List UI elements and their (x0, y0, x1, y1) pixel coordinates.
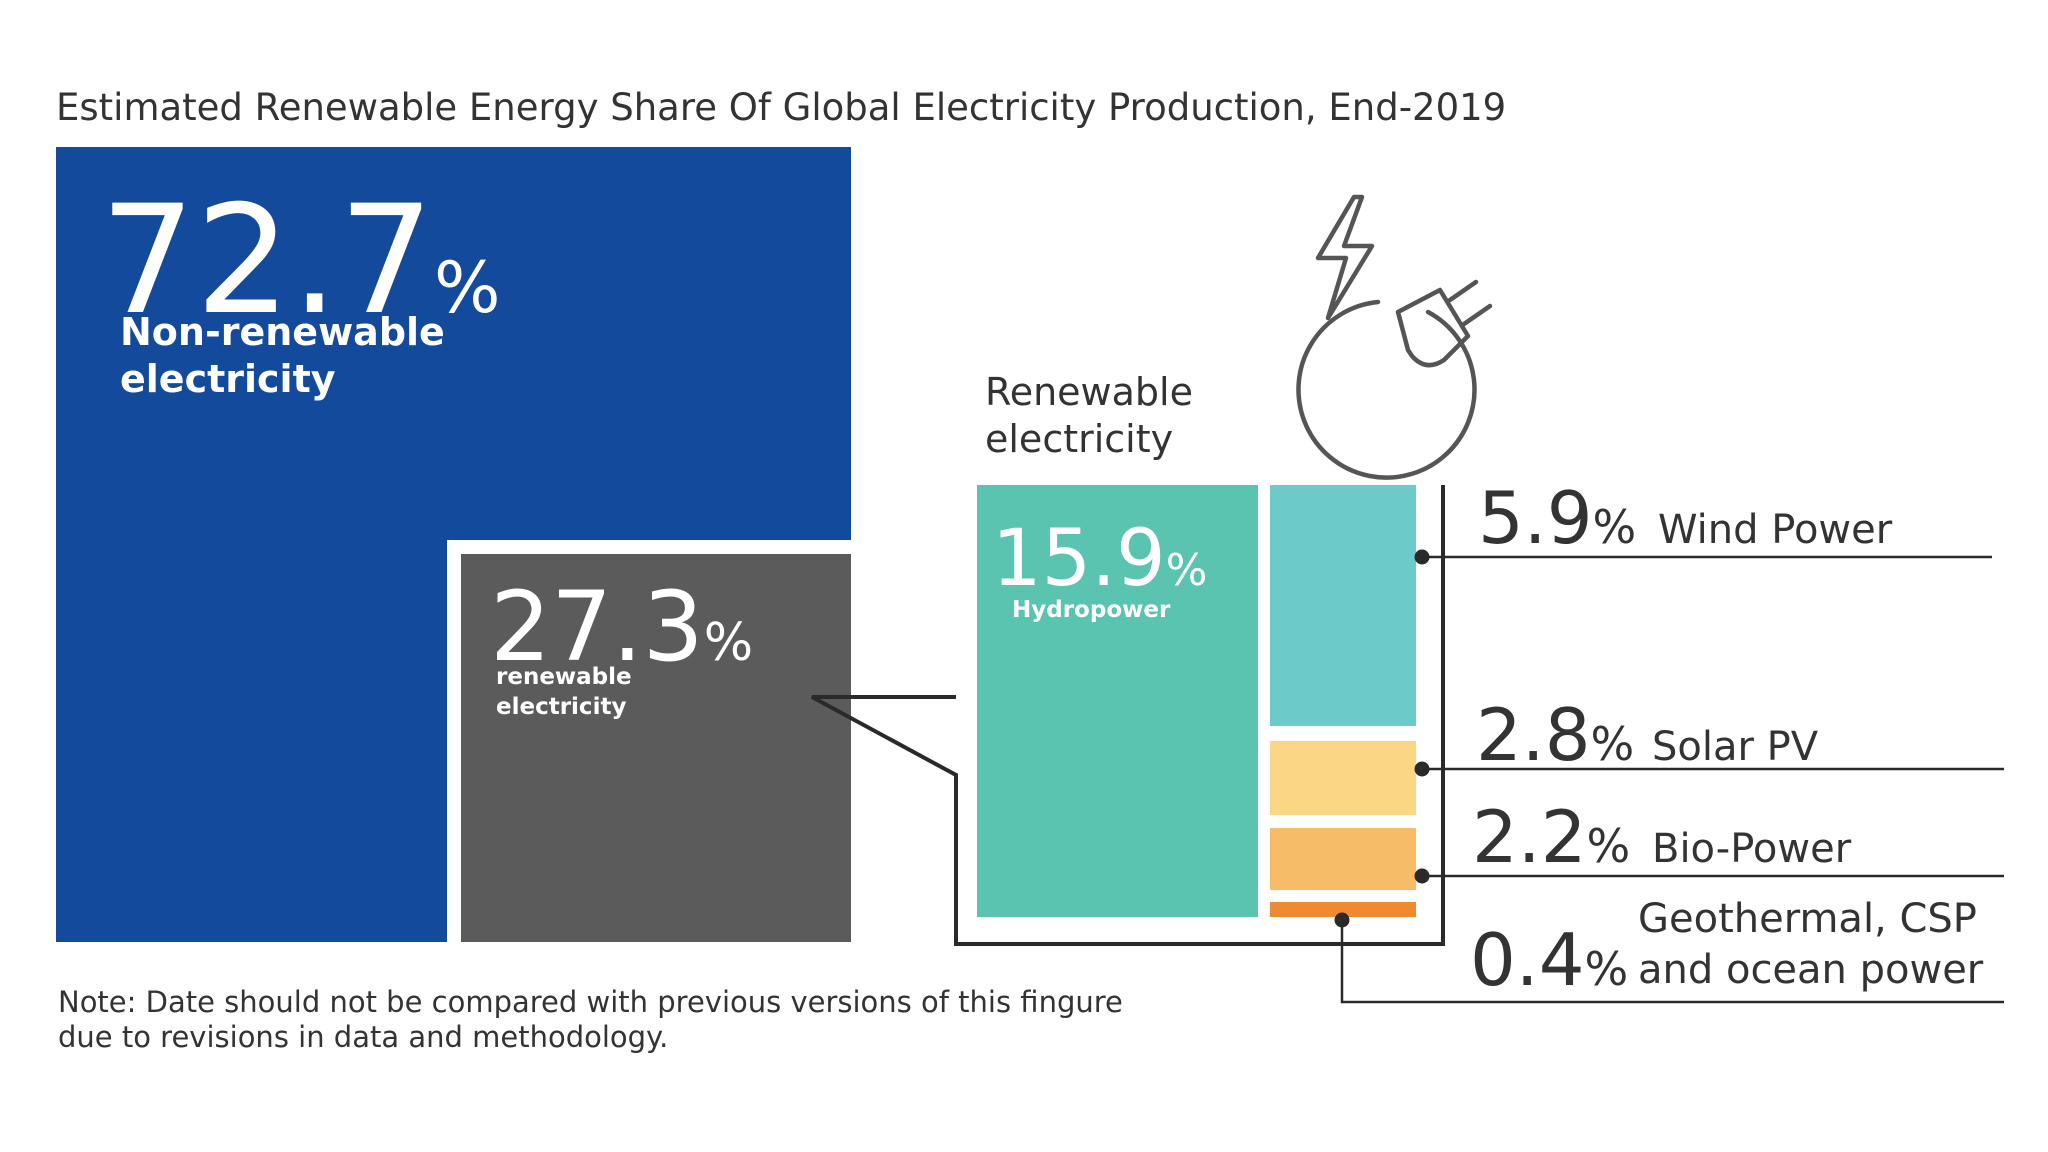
geo-value-label: 0.4% (1470, 918, 1628, 1002)
bio-percent: % (1587, 819, 1631, 873)
solar-label: Solar PV (1652, 724, 1819, 770)
callout-connector (811, 485, 1445, 946)
bio-power-cell (1270, 828, 1416, 890)
solar-percent: % (1591, 717, 1635, 771)
renewable-block (461, 554, 851, 942)
note-line1: Note: Date should not be compared with p… (58, 985, 1123, 1019)
solar-leader-dot (1414, 761, 1430, 777)
renewable-heading-line2: electricity (985, 417, 1173, 461)
wind-value: 5.9 (1478, 476, 1593, 560)
geo-leader-line (1340, 920, 2004, 1004)
non-renewable-percent: % (434, 247, 501, 329)
chart-title: Estimated Renewable Energy Share Of Glob… (56, 86, 1506, 129)
renewable-value-label: 27.3% (490, 571, 753, 683)
renewable-value: 27.3 (490, 571, 704, 683)
bio-leader-dot (1414, 868, 1430, 884)
renewable-percent: % (704, 613, 753, 673)
renewable-label-line1: renewable (496, 664, 632, 690)
wind-leader-dot (1414, 549, 1430, 565)
non-renewable-label-line1: Non-renewable (120, 310, 445, 354)
hydropower-value-label: 15.9% (992, 514, 1207, 604)
renewable-heading-line1: Renewable (985, 370, 1193, 414)
geo-leader-dot (1334, 912, 1350, 928)
electric-plug-icon (1296, 194, 1493, 480)
bio-value: 2.2 (1472, 795, 1587, 879)
non-renewable-label-line2: electricity (120, 357, 336, 401)
leader-lines (1340, 555, 2004, 1004)
hydropower-cell (977, 485, 1258, 917)
geo-percent: % (1585, 942, 1629, 996)
hydropower-value: 15.9 (992, 514, 1166, 604)
geo-label-line2: and ocean power (1638, 947, 1984, 993)
renewable-label-line2: electricity (496, 694, 626, 720)
hydropower-label: Hydropower (1012, 597, 1171, 623)
hydropower-percent: % (1166, 545, 1208, 596)
wind-label: Wind Power (1658, 507, 1893, 553)
wind-value-label: 5.9% (1478, 476, 1636, 560)
solar-value: 2.8 (1476, 693, 1591, 777)
solar-pv-cell (1270, 741, 1416, 815)
non-renewable-value-label: 72.7% (100, 174, 501, 348)
bio-label: Bio-Power (1652, 826, 1852, 872)
solar-value-label: 2.8% (1476, 693, 1634, 777)
note-line2: due to revisions in data and methodology… (58, 1020, 668, 1054)
geo-label-line1: Geothermal, CSP (1638, 896, 1977, 942)
geothermal-csp-ocean-cell (1270, 902, 1416, 917)
wind-power-cell (1270, 485, 1416, 726)
geo-value: 0.4 (1470, 918, 1585, 1002)
bio-value-label: 2.2% (1472, 795, 1630, 879)
non-renewable-value: 72.7 (100, 174, 434, 348)
wind-percent: % (1593, 500, 1637, 554)
